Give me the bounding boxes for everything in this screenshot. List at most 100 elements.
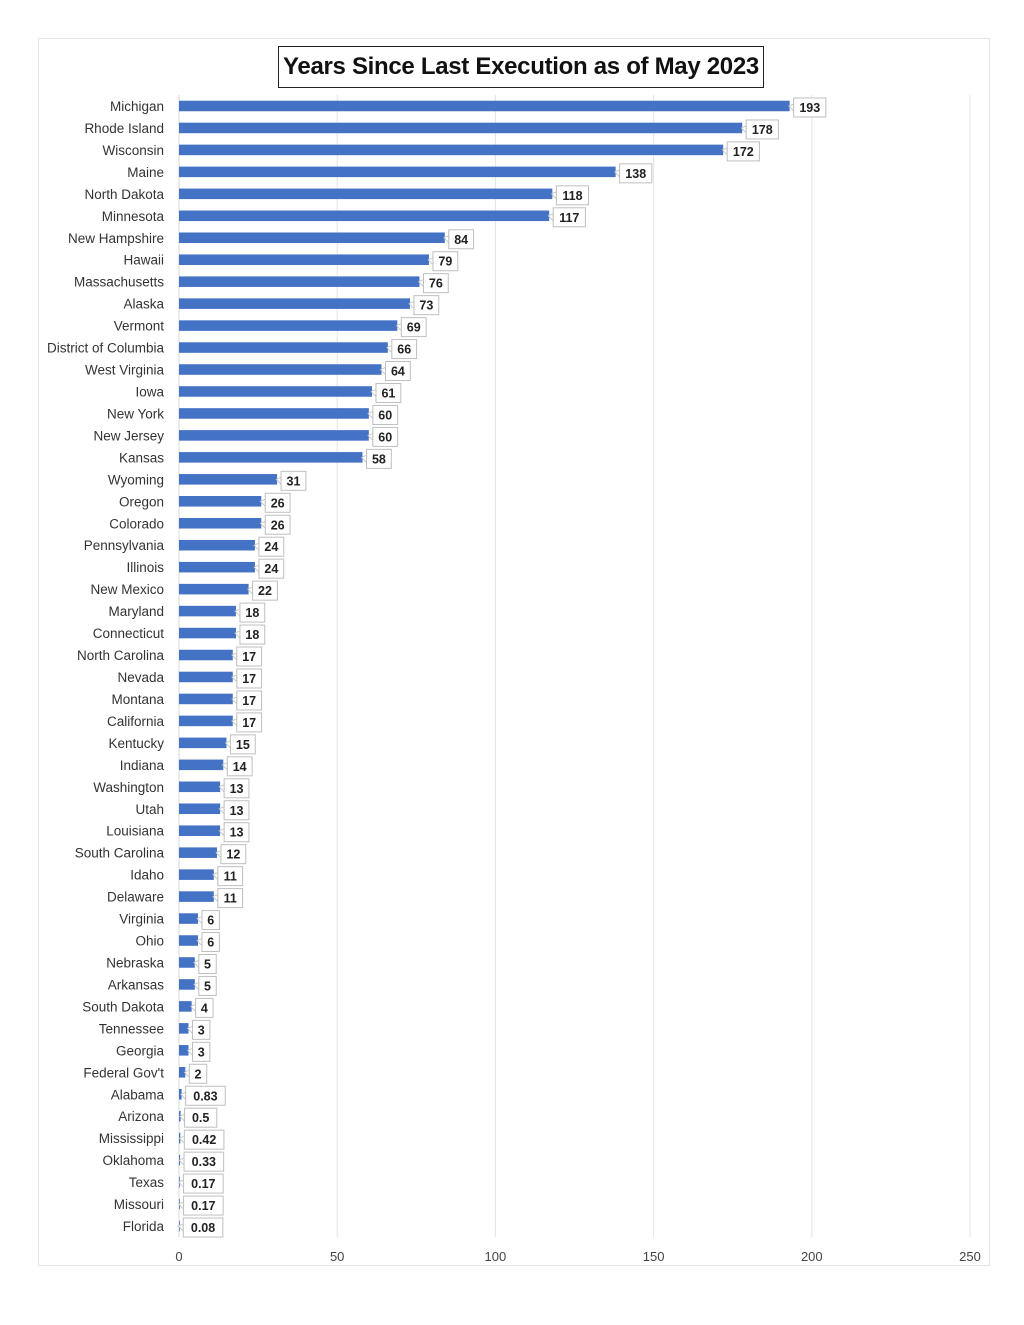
bar xyxy=(179,979,195,990)
data-label: 17 xyxy=(242,672,256,686)
data-label-box xyxy=(201,932,220,953)
data-label: 24 xyxy=(264,562,278,576)
category-label: Wisconsin xyxy=(102,143,164,158)
data-label: 15 xyxy=(236,738,250,752)
category-label: Connecticut xyxy=(93,626,165,641)
category-label: Montana xyxy=(111,692,164,707)
category-label: District of Columbia xyxy=(47,341,165,356)
category-label: Indiana xyxy=(120,758,165,773)
data-label-box xyxy=(236,690,263,711)
category-label: New Jersey xyxy=(93,428,164,443)
data-label: 13 xyxy=(230,782,244,796)
data-label: 60 xyxy=(378,408,392,422)
category-label: South Carolina xyxy=(75,846,165,861)
x-tick-label: 100 xyxy=(485,1249,507,1264)
data-label: 79 xyxy=(438,255,452,269)
data-label: 0.42 xyxy=(192,1133,216,1147)
bar xyxy=(179,935,198,946)
data-label: 118 xyxy=(562,189,582,203)
category-label: Nebraska xyxy=(106,955,164,970)
data-label: 17 xyxy=(242,694,256,708)
category-label: Virginia xyxy=(119,912,164,927)
bar xyxy=(179,715,233,727)
category-label: Oklahoma xyxy=(102,1153,164,1168)
x-tick-label: 50 xyxy=(330,1249,344,1264)
bar xyxy=(179,364,382,375)
data-label: 64 xyxy=(391,365,405,379)
category-label: Idaho xyxy=(130,868,164,883)
bar xyxy=(179,847,217,858)
data-label-box xyxy=(413,295,440,316)
data-label-box xyxy=(236,712,263,733)
data-label-box xyxy=(239,602,266,623)
category-label: North Carolina xyxy=(77,648,165,663)
data-label-box xyxy=(372,426,399,447)
data-label-box xyxy=(191,1019,211,1040)
data-label-box xyxy=(229,734,256,755)
category-label: Vermont xyxy=(114,319,165,334)
data-label: 14 xyxy=(233,760,247,774)
category-label: Ohio xyxy=(135,934,164,949)
data-label-box xyxy=(191,1041,211,1062)
category-label: Hawaii xyxy=(123,253,164,268)
category-label: Oregon xyxy=(119,494,164,509)
bar xyxy=(179,474,278,485)
data-label: 138 xyxy=(625,167,646,181)
data-label: 193 xyxy=(799,101,820,115)
x-tick-label: 250 xyxy=(959,1249,981,1264)
data-label: 17 xyxy=(242,716,256,730)
data-label-box xyxy=(372,404,399,425)
data-label: 0.17 xyxy=(191,1177,215,1191)
category-label: Georgia xyxy=(116,1043,165,1058)
category-label: New Mexico xyxy=(90,582,164,597)
bar xyxy=(179,957,195,968)
data-label: 24 xyxy=(264,540,278,554)
data-label-box xyxy=(184,1107,218,1128)
data-label-box xyxy=(198,953,217,974)
data-label: 61 xyxy=(381,386,395,400)
data-label: 13 xyxy=(230,804,244,818)
bar xyxy=(179,144,724,156)
data-label: 117 xyxy=(559,211,579,225)
bar xyxy=(179,539,255,551)
data-label: 22 xyxy=(258,584,272,598)
data-label-box xyxy=(223,778,250,799)
category-label: Iowa xyxy=(135,384,164,399)
x-tick-label: 0 xyxy=(175,1249,182,1264)
data-label-box xyxy=(400,317,427,338)
data-label: 172 xyxy=(733,145,754,159)
category-label: Missouri xyxy=(114,1197,164,1212)
data-label-box xyxy=(236,668,263,689)
data-label: 60 xyxy=(378,430,392,444)
data-label: 0.08 xyxy=(191,1221,215,1235)
bar xyxy=(179,759,224,771)
data-label: 0.5 xyxy=(192,1111,209,1125)
bar xyxy=(179,671,233,683)
category-label: Maryland xyxy=(108,604,164,619)
data-label: 26 xyxy=(271,518,285,532)
data-label-box xyxy=(258,558,285,579)
data-label-box xyxy=(239,624,266,645)
category-label: West Virginia xyxy=(85,363,165,378)
data-label-box xyxy=(366,448,392,469)
bar xyxy=(179,561,255,573)
category-label: New Hampshire xyxy=(68,231,164,246)
bar xyxy=(179,276,420,287)
data-label-box xyxy=(448,229,475,250)
bar xyxy=(179,517,262,529)
data-label: 3 xyxy=(198,1045,205,1059)
data-label-box xyxy=(422,273,449,294)
data-label: 58 xyxy=(372,452,386,466)
category-label: Mississippi xyxy=(99,1131,164,1146)
category-label: Massachusetts xyxy=(74,275,164,290)
data-label-box xyxy=(375,382,402,403)
data-label-box xyxy=(183,1129,225,1150)
data-label: 11 xyxy=(224,892,237,906)
bar xyxy=(179,386,373,397)
category-label: Washington xyxy=(93,780,164,795)
data-label: 18 xyxy=(245,606,259,620)
data-label: 17 xyxy=(242,650,256,664)
bar xyxy=(179,693,233,705)
bar xyxy=(179,803,221,815)
